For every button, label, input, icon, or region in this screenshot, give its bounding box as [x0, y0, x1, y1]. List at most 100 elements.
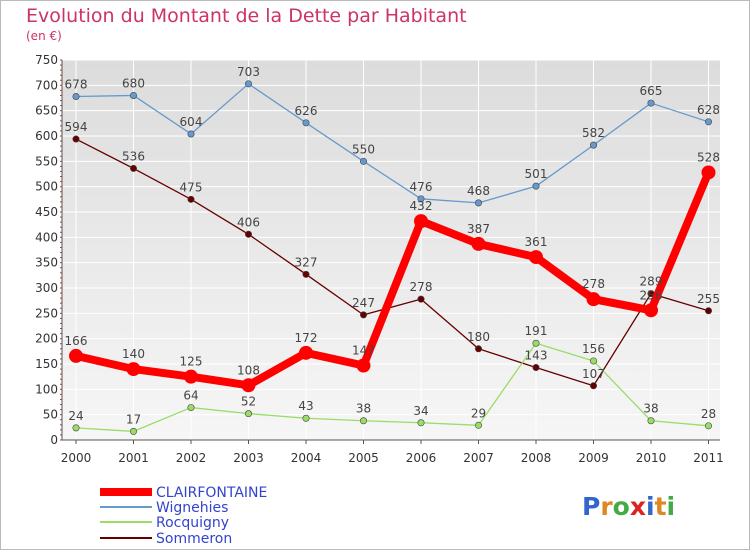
- data-point: [532, 182, 540, 190]
- data-point: [184, 369, 198, 384]
- data-point: [130, 427, 138, 435]
- data-label: 406: [237, 215, 260, 229]
- data-label: 703: [237, 65, 260, 79]
- data-label: 528: [697, 150, 720, 164]
- x-tick-label: 2005: [348, 451, 379, 465]
- x-tick-label: 2008: [521, 451, 552, 465]
- y-tick-label: 200: [35, 332, 58, 346]
- data-label: 594: [65, 120, 88, 134]
- data-label: 43: [298, 399, 313, 413]
- data-point: [126, 362, 141, 377]
- data-point: [72, 135, 80, 143]
- chart-title: Evolution du Montant de la Dette par Hab…: [26, 5, 467, 27]
- data-label: 536: [122, 149, 145, 163]
- data-label: 278: [582, 277, 605, 291]
- data-label: 24: [68, 409, 83, 423]
- data-label: 29: [471, 406, 486, 420]
- data-point: [187, 195, 195, 203]
- y-tick-label: 250: [35, 306, 58, 320]
- series-line: [75, 342, 709, 433]
- y-tick-label: 150: [35, 357, 58, 371]
- data-point: [302, 119, 310, 127]
- data-label: 255: [697, 292, 720, 306]
- y-tick-label: 300: [35, 281, 58, 295]
- series-lines: [69, 80, 716, 435]
- data-point: [245, 410, 253, 418]
- series-line: [75, 83, 709, 204]
- data-label: 17: [126, 412, 141, 426]
- data-label: 180: [467, 330, 490, 344]
- data-label: 550: [352, 142, 375, 156]
- data-point: [647, 99, 655, 107]
- chart-subtitle: (en €): [26, 29, 62, 43]
- y-tick-label: 650: [35, 104, 58, 118]
- y-tick-label: 700: [35, 78, 58, 92]
- data-label: 108: [237, 363, 260, 377]
- data-point: [471, 236, 486, 251]
- data-point: [701, 165, 716, 180]
- data-label: 172: [295, 331, 318, 345]
- y-tick-label: 550: [35, 154, 58, 168]
- y-tick-label: 100: [35, 382, 58, 396]
- data-point: [586, 292, 601, 307]
- data-point: [474, 345, 482, 353]
- data-label: 387: [467, 222, 490, 236]
- data-label: 140: [122, 347, 145, 361]
- data-point: [69, 348, 83, 363]
- data-label: 501: [525, 167, 548, 181]
- data-label: 678: [65, 77, 88, 91]
- data-point: [245, 80, 253, 88]
- data-point: [417, 419, 425, 427]
- data-point: [589, 357, 597, 365]
- y-tick-label: 0: [50, 433, 58, 447]
- data-label: 626: [295, 104, 318, 118]
- data-point: [532, 364, 540, 372]
- data-labels: 678 680 604 703 626 550 476 468 501 582 665 628 594 5…: [65, 65, 720, 427]
- y-tick-label: 750: [35, 53, 58, 67]
- y-tick-label: 350: [35, 256, 58, 270]
- data-point: [532, 339, 540, 347]
- x-tick-label: 2007: [463, 451, 494, 465]
- x-tick-label: 2000: [61, 451, 92, 465]
- x-tick-label: 2006: [406, 451, 437, 465]
- data-point: [414, 214, 428, 229]
- data-point: [474, 199, 482, 207]
- data-label: 582: [582, 126, 605, 140]
- data-point: [356, 358, 371, 373]
- data-label: 327: [295, 255, 318, 269]
- legend-label: CLAIRFONTAINE: [156, 485, 267, 501]
- data-label: 247: [352, 296, 375, 310]
- data-label: 107: [582, 367, 605, 381]
- grid-lines: [62, 59, 720, 440]
- data-point: [302, 270, 310, 278]
- data-point: [647, 417, 655, 425]
- logo-text: Proxiti: [582, 492, 675, 521]
- data-label: 28: [701, 407, 716, 421]
- data-point: [704, 307, 712, 315]
- data-point: [359, 417, 367, 425]
- data-point: [359, 157, 367, 165]
- data-label: 166: [65, 334, 88, 348]
- data-point: [302, 414, 310, 422]
- x-tick-label: 2001: [118, 451, 149, 465]
- data-point: [589, 141, 597, 149]
- plot-area: [62, 60, 720, 440]
- data-label: 361: [525, 235, 548, 249]
- data-label: 604: [180, 115, 203, 129]
- legend-label: Sommeron: [156, 531, 232, 547]
- data-label: 125: [180, 355, 203, 369]
- data-label: 156: [582, 342, 605, 356]
- y-tick-label: 400: [35, 230, 58, 244]
- x-tick-label: 2003: [233, 451, 264, 465]
- y-tick-label: 500: [35, 180, 58, 194]
- axes: 0 50 100 150 200 250 300 350 400 450 500 550 600 650 7…: [35, 53, 724, 465]
- data-point: [589, 382, 597, 390]
- data-label: 475: [180, 180, 203, 194]
- data-point: [187, 404, 195, 412]
- data-point: [417, 295, 425, 303]
- data-label: 432: [410, 199, 433, 213]
- data-label: 34: [413, 404, 428, 418]
